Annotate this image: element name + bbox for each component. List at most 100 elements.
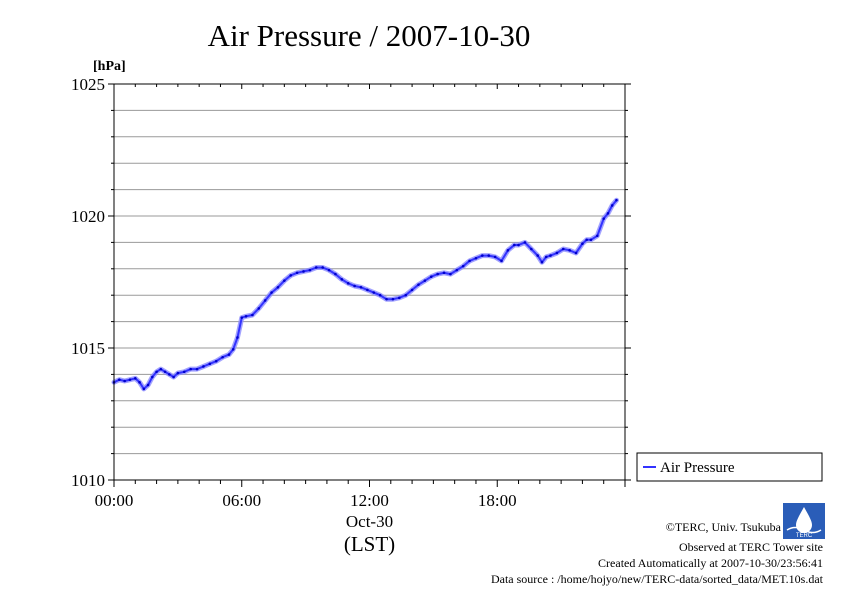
data-point (340, 278, 344, 281)
data-point (257, 307, 261, 310)
y-tick-labels: 1010 1015 1020 1025 (71, 75, 105, 490)
data-point (189, 367, 192, 371)
data-point (128, 378, 132, 381)
terc-logo: TERC (783, 503, 825, 539)
data-point (500, 259, 503, 263)
data-point (182, 370, 186, 374)
logo-text: TERC (796, 533, 813, 539)
x-tick-labels: 00:00 06:00 12:00 18:00 (95, 491, 517, 510)
data-point (123, 379, 126, 383)
data-point (346, 282, 350, 285)
data-point (615, 198, 618, 202)
data-point (574, 251, 578, 255)
data-point (506, 249, 510, 252)
data-point (263, 299, 267, 302)
data-point (474, 256, 478, 260)
data-point (487, 254, 491, 257)
data-point (555, 251, 559, 255)
data-point (334, 272, 337, 276)
data-point (155, 370, 158, 374)
x-axis-date-label: Oct-30 (346, 512, 393, 531)
footer-observed: Observed at TERC Tower site (679, 540, 823, 554)
axis-ticks (108, 83, 631, 487)
data-point (372, 291, 376, 294)
data-point (214, 359, 218, 363)
data-point (523, 241, 527, 244)
data-point (391, 297, 395, 301)
x-tick-label: 18:00 (478, 491, 517, 510)
data-point (202, 365, 205, 368)
data-point (517, 243, 520, 247)
x-tick-label: 06:00 (222, 491, 261, 510)
data-point (581, 242, 584, 246)
data-point (481, 254, 484, 257)
data-point (544, 255, 548, 259)
data-point (138, 381, 141, 384)
y-tick-label: 1015 (71, 339, 105, 358)
data-point (208, 362, 212, 366)
data-point (530, 247, 533, 251)
data-point (283, 279, 286, 282)
gridlines (114, 109, 625, 455)
series-line (113, 199, 618, 390)
data-point (385, 297, 388, 301)
data-point (176, 371, 180, 375)
x-axis-timezone-label: (LST) (344, 532, 395, 556)
data-point (404, 293, 407, 297)
data-point (195, 367, 199, 371)
data-point (321, 266, 324, 269)
data-point (366, 288, 369, 292)
data-point (455, 268, 459, 272)
y-tick-label: 1020 (71, 207, 105, 226)
footer-created: Created Automatically at 2007-10-30/23:5… (598, 556, 823, 570)
data-point (585, 238, 588, 242)
x-tick-label: 00:00 (95, 491, 134, 510)
data-point (353, 284, 356, 288)
data-point (276, 285, 280, 289)
data-point (610, 204, 614, 207)
data-point (493, 255, 497, 259)
data-point (549, 254, 552, 257)
data-point (561, 247, 565, 251)
data-point (172, 375, 175, 379)
legend-box (636, 452, 823, 482)
data-point (240, 316, 244, 319)
data-point (244, 315, 248, 318)
data-point (302, 270, 305, 273)
data-point (221, 355, 224, 359)
y-axis-unit: [hPa] (93, 59, 126, 74)
data-point (133, 377, 137, 380)
data-point (289, 274, 293, 277)
data-point (429, 275, 433, 279)
data-point (606, 212, 610, 215)
data-point (442, 271, 446, 275)
data-point (118, 378, 121, 381)
data-point (589, 238, 593, 242)
data-point (236, 336, 239, 339)
data-point (227, 353, 231, 356)
data-point (602, 217, 606, 220)
y-tick-label: 1025 (71, 75, 105, 94)
data-point (295, 271, 299, 275)
data-point (423, 279, 427, 282)
chart-title: Air Pressure / 2007-10-30 (208, 18, 531, 53)
series-line-halo (111, 197, 619, 392)
data-point (151, 375, 154, 379)
data-point (596, 234, 599, 238)
footer-copyright: ©TERC, Univ. Tsukuba (666, 520, 782, 534)
data-point (512, 243, 516, 247)
data-point (327, 268, 331, 272)
data-point (378, 293, 382, 297)
data-point (410, 288, 414, 292)
data-point (568, 249, 571, 252)
data-point (461, 264, 465, 268)
legend-label: Air Pressure (660, 460, 735, 476)
data-point (159, 367, 163, 371)
legend: Air Pressure (636, 452, 823, 482)
data-point (270, 291, 273, 294)
data-point (168, 373, 171, 376)
data-point (163, 370, 167, 374)
series-layer (111, 197, 619, 392)
data-point (314, 266, 318, 269)
